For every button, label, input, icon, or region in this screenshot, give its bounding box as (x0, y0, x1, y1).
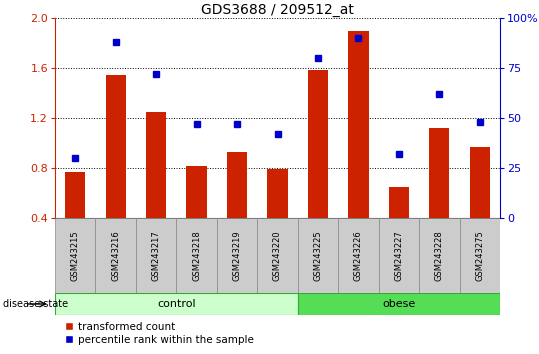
Bar (227, 152, 247, 218)
Bar (308, 70, 328, 218)
Bar (136, 218, 176, 293)
Text: obese: obese (382, 299, 416, 309)
Bar (298, 218, 338, 293)
Bar (106, 75, 126, 218)
Text: GSM243219: GSM243219 (232, 230, 241, 281)
Title: GDS3688 / 209512_at: GDS3688 / 209512_at (201, 3, 354, 17)
Text: GSM243218: GSM243218 (192, 230, 201, 281)
Bar (460, 218, 500, 293)
Bar (257, 218, 298, 293)
Bar (348, 30, 369, 218)
Bar (55, 218, 95, 293)
Bar (389, 187, 409, 218)
Bar (298, 293, 500, 315)
Text: GSM243227: GSM243227 (395, 230, 403, 281)
Bar (55, 293, 298, 315)
Legend: transformed count, percentile rank within the sample: transformed count, percentile rank withi… (60, 317, 258, 349)
Text: GSM243228: GSM243228 (435, 230, 444, 281)
Bar (146, 112, 166, 218)
Bar (186, 166, 206, 218)
Text: GSM243226: GSM243226 (354, 230, 363, 281)
Text: GSM243220: GSM243220 (273, 230, 282, 281)
Text: GSM243225: GSM243225 (314, 230, 322, 281)
Bar (338, 218, 378, 293)
Text: GSM243216: GSM243216 (111, 230, 120, 281)
Bar (267, 169, 288, 218)
Bar (378, 218, 419, 293)
Text: control: control (157, 299, 196, 309)
Text: GSM243215: GSM243215 (71, 230, 80, 281)
Text: GSM243275: GSM243275 (475, 230, 484, 281)
Bar (429, 128, 450, 218)
Text: disease state: disease state (3, 299, 68, 309)
Text: GSM243217: GSM243217 (151, 230, 161, 281)
Bar (419, 218, 460, 293)
Bar (65, 172, 85, 218)
Bar (217, 218, 257, 293)
Bar (176, 218, 217, 293)
Bar (95, 218, 136, 293)
Bar (469, 147, 490, 218)
